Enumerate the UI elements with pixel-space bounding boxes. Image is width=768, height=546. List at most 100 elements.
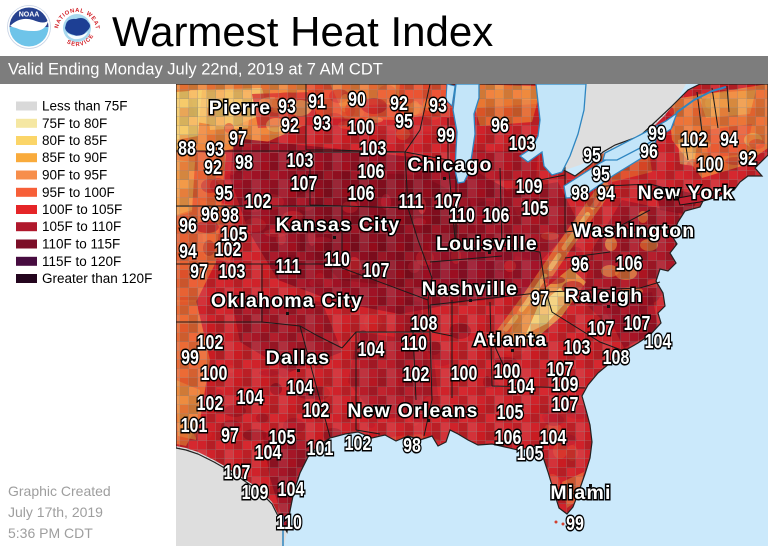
- svg-text:100: 100: [348, 116, 375, 138]
- svg-text:New York: New York: [638, 182, 735, 204]
- svg-text:109: 109: [552, 373, 579, 395]
- svg-text:95: 95: [395, 110, 413, 132]
- svg-text:Greater than 120F: Greater than 120F: [42, 271, 152, 286]
- svg-text:104: 104: [540, 426, 567, 448]
- svg-text:75F to 80F: 75F to 80F: [42, 116, 107, 131]
- svg-text:98: 98: [221, 204, 239, 226]
- svg-text:102: 102: [197, 392, 224, 414]
- svg-text:96: 96: [491, 114, 509, 136]
- svg-text:104: 104: [358, 338, 385, 360]
- svg-text:108: 108: [411, 312, 438, 334]
- svg-text:Chicago: Chicago: [407, 154, 492, 176]
- svg-text:Pierre: Pierre: [209, 97, 272, 119]
- svg-text:102: 102: [197, 331, 224, 353]
- svg-text:New Orleans: New Orleans: [347, 400, 478, 422]
- svg-text:96: 96: [201, 203, 219, 225]
- svg-text:Louisville: Louisville: [436, 233, 538, 255]
- svg-text:Miami: Miami: [550, 482, 611, 504]
- svg-text:111: 111: [399, 190, 424, 212]
- svg-text:105F to 110F: 105F to 110F: [42, 219, 121, 234]
- svg-text:105: 105: [269, 426, 296, 448]
- svg-text:110: 110: [449, 204, 475, 226]
- svg-text:99: 99: [181, 346, 199, 368]
- svg-text:July 17th, 2019: July 17th, 2019: [8, 504, 103, 520]
- svg-text:100: 100: [451, 362, 478, 384]
- svg-text:92: 92: [390, 92, 408, 114]
- svg-text:106: 106: [495, 426, 522, 448]
- svg-text:99: 99: [648, 122, 666, 144]
- svg-text:104: 104: [508, 375, 535, 397]
- svg-text:Nashville: Nashville: [422, 278, 518, 300]
- svg-text:95: 95: [583, 144, 601, 166]
- svg-text:92: 92: [739, 147, 757, 169]
- svg-text:100: 100: [697, 153, 724, 175]
- svg-text:92: 92: [204, 156, 222, 178]
- svg-text:85F to 90F: 85F to 90F: [42, 150, 107, 165]
- svg-text:101: 101: [307, 437, 334, 459]
- svg-text:103: 103: [219, 260, 246, 282]
- svg-text:115F to 120F: 115F to 120F: [42, 254, 121, 269]
- svg-text:92: 92: [281, 114, 299, 136]
- svg-text:99: 99: [437, 124, 455, 146]
- svg-text:98: 98: [235, 151, 253, 173]
- svg-text:107: 107: [624, 312, 651, 334]
- svg-text:106: 106: [358, 160, 385, 182]
- svg-text:99: 99: [566, 512, 584, 534]
- svg-text:102: 102: [303, 399, 330, 421]
- svg-text:98: 98: [571, 182, 589, 204]
- svg-text:Atlanta: Atlanta: [473, 329, 548, 351]
- svg-text:107: 107: [363, 259, 390, 281]
- svg-text:94: 94: [720, 128, 738, 150]
- svg-text:105: 105: [522, 197, 549, 219]
- svg-text:107: 107: [435, 190, 462, 212]
- svg-text:104: 104: [278, 478, 305, 500]
- svg-text:107: 107: [291, 172, 318, 194]
- svg-text:106: 106: [348, 182, 375, 204]
- svg-text:103: 103: [509, 132, 536, 154]
- svg-text:90F to 95F: 90F to 95F: [42, 168, 107, 183]
- svg-text:107: 107: [547, 358, 574, 380]
- svg-text:NOAA: NOAA: [19, 12, 40, 19]
- svg-text:Dallas: Dallas: [266, 347, 331, 369]
- svg-text:107: 107: [552, 393, 579, 415]
- svg-text:Washington: Washington: [573, 220, 696, 242]
- svg-text:Raleigh: Raleigh: [565, 285, 644, 307]
- svg-text:106: 106: [483, 204, 510, 226]
- svg-text:106: 106: [616, 252, 643, 274]
- svg-text:102: 102: [245, 190, 272, 212]
- svg-text:105: 105: [221, 223, 248, 245]
- svg-text:104: 104: [255, 441, 282, 463]
- svg-text:Graphic Created: Graphic Created: [8, 483, 111, 499]
- svg-text:103: 103: [564, 336, 591, 358]
- svg-text:93: 93: [429, 94, 447, 116]
- svg-text:109: 109: [516, 175, 543, 197]
- svg-text:102: 102: [215, 238, 242, 260]
- svg-text:110: 110: [401, 332, 427, 354]
- svg-text:109: 109: [242, 481, 269, 503]
- svg-text:97: 97: [531, 287, 549, 309]
- svg-text:105: 105: [497, 401, 524, 423]
- svg-text:Kansas City: Kansas City: [276, 214, 401, 236]
- svg-text:80F to 85F: 80F to 85F: [42, 133, 107, 148]
- svg-text:95: 95: [592, 163, 610, 185]
- svg-text:96: 96: [179, 214, 197, 236]
- svg-text:Less than 75F: Less than 75F: [42, 99, 128, 114]
- svg-text:105: 105: [517, 442, 544, 464]
- svg-text:97: 97: [190, 260, 208, 282]
- svg-text:Valid Ending Monday July 22nd,: Valid Ending Monday July 22nd, 2019 at 7…: [8, 61, 383, 79]
- svg-text:5:36 PM CDT: 5:36 PM CDT: [8, 525, 93, 541]
- svg-text:102: 102: [403, 363, 430, 385]
- svg-text:100: 100: [201, 362, 228, 384]
- svg-text:100F to 105F: 100F to 105F: [42, 202, 122, 217]
- svg-text:100: 100: [494, 360, 521, 382]
- svg-text:95: 95: [215, 182, 233, 204]
- svg-text:108: 108: [603, 346, 630, 368]
- svg-text:93: 93: [206, 138, 224, 160]
- svg-text:110: 110: [324, 248, 350, 270]
- svg-text:88: 88: [178, 137, 196, 159]
- svg-text:93: 93: [278, 95, 296, 117]
- svg-text:94: 94: [597, 182, 615, 204]
- svg-text:111: 111: [276, 255, 301, 277]
- svg-text:102: 102: [345, 432, 372, 454]
- svg-text:95F to 100F: 95F to 100F: [42, 185, 115, 200]
